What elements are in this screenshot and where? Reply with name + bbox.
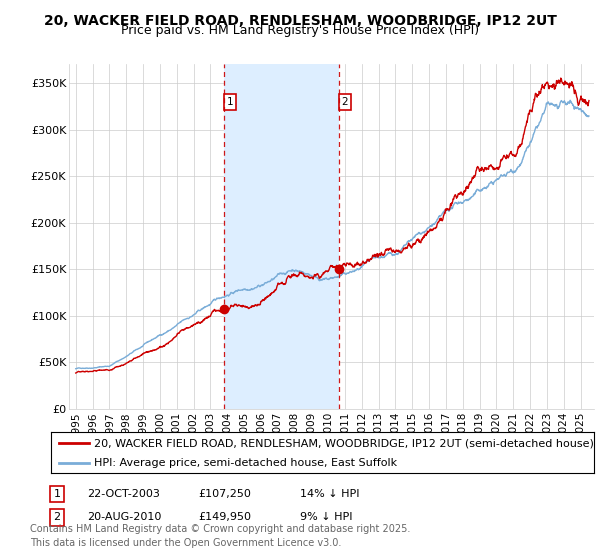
Text: 2: 2 xyxy=(53,512,61,522)
Text: 14% ↓ HPI: 14% ↓ HPI xyxy=(300,489,359,499)
Text: Price paid vs. HM Land Registry's House Price Index (HPI): Price paid vs. HM Land Registry's House … xyxy=(121,24,479,37)
Text: £107,250: £107,250 xyxy=(198,489,251,499)
Bar xyxy=(224,64,339,409)
Text: Contains HM Land Registry data © Crown copyright and database right 2025.
This d: Contains HM Land Registry data © Crown c… xyxy=(30,525,410,548)
Text: 9% ↓ HPI: 9% ↓ HPI xyxy=(300,512,353,522)
Text: £149,950: £149,950 xyxy=(198,512,251,522)
Text: HPI: Average price, semi-detached house, East Suffolk: HPI: Average price, semi-detached house,… xyxy=(94,458,398,468)
Text: 20, WACKER FIELD ROAD, RENDLESHAM, WOODBRIDGE, IP12 2UT: 20, WACKER FIELD ROAD, RENDLESHAM, WOODB… xyxy=(44,14,556,28)
Text: 1: 1 xyxy=(227,97,233,107)
Text: 1: 1 xyxy=(53,489,61,499)
Text: 20, WACKER FIELD ROAD, RENDLESHAM, WOODBRIDGE, IP12 2UT (semi-detached house): 20, WACKER FIELD ROAD, RENDLESHAM, WOODB… xyxy=(94,438,595,449)
Text: 2: 2 xyxy=(341,97,348,107)
Text: 22-OCT-2003: 22-OCT-2003 xyxy=(87,489,160,499)
Text: 20-AUG-2010: 20-AUG-2010 xyxy=(87,512,161,522)
